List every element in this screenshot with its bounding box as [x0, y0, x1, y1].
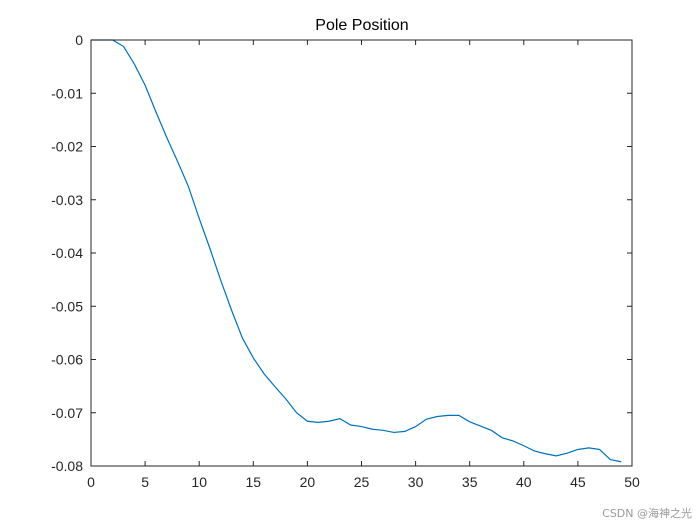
x-tick-label: 50	[624, 474, 640, 490]
series-line	[91, 39, 622, 463]
y-tick-label: 0	[75, 32, 83, 48]
chart-title: Pole Position	[315, 17, 408, 34]
x-tick-label: 10	[191, 474, 207, 490]
x-tick-label: 20	[300, 474, 316, 490]
watermark-text: CSDN @海神之光	[602, 507, 692, 520]
plot-frame	[90, 39, 633, 467]
x-tick-label: 25	[354, 474, 370, 490]
y-tick-label: -0.05	[51, 298, 83, 314]
x-tick-label: 45	[570, 474, 586, 490]
y-tick-label: -0.02	[51, 139, 83, 155]
y-tick-label: -0.06	[51, 352, 83, 368]
x-tick-label: 35	[462, 474, 478, 490]
x-tick-label: 15	[246, 474, 262, 490]
y-tick-label: -0.07	[51, 405, 83, 421]
y-tick-label: -0.03	[51, 192, 83, 208]
x-tick-label: 0	[87, 474, 95, 490]
y-tick-label: -0.08	[51, 458, 83, 474]
y-tick-label: -0.04	[51, 245, 83, 261]
x-tick-label: 5	[141, 474, 149, 490]
y-tick-label: -0.01	[51, 85, 83, 101]
x-tick-label: 30	[408, 474, 424, 490]
x-tick-label: 40	[516, 474, 532, 490]
